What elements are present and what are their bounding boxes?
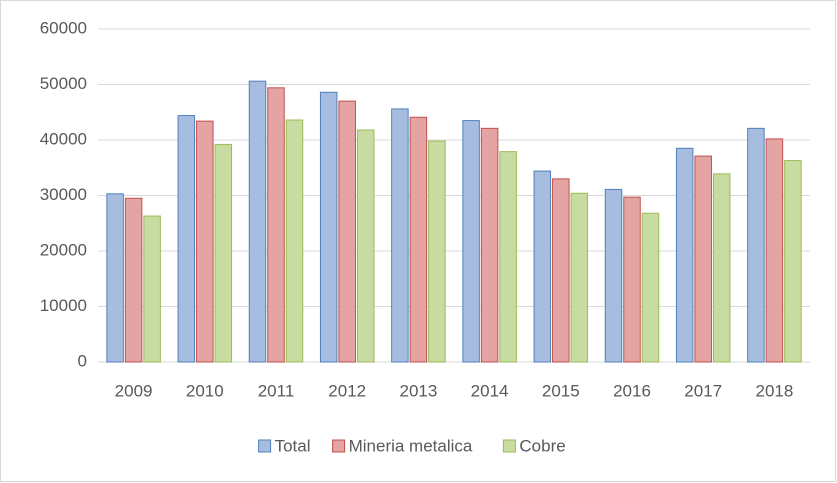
bar bbox=[143, 215, 161, 363]
bar bbox=[106, 193, 124, 363]
bar bbox=[499, 151, 517, 363]
bar bbox=[784, 160, 802, 363]
y-tick-label: 10000 bbox=[40, 296, 87, 315]
bar bbox=[533, 170, 552, 363]
y-tick-label: 60000 bbox=[40, 18, 87, 37]
y-tick-label: 40000 bbox=[40, 129, 87, 148]
x-tick-label: 2018 bbox=[755, 381, 793, 400]
bar bbox=[177, 115, 196, 363]
bar bbox=[248, 80, 267, 363]
bar bbox=[356, 129, 375, 363]
bar bbox=[765, 138, 784, 363]
legend-label: Total bbox=[275, 436, 311, 455]
bar bbox=[338, 100, 356, 363]
y-tick-label: 20000 bbox=[40, 240, 87, 259]
x-tick-label: 2011 bbox=[258, 381, 295, 400]
x-tick-label: 2009 bbox=[115, 381, 153, 400]
x-tick-label: 2012 bbox=[328, 381, 366, 400]
bar bbox=[604, 188, 623, 363]
bar bbox=[747, 127, 765, 363]
legend-swatch bbox=[502, 439, 516, 453]
bar bbox=[428, 140, 446, 363]
bar bbox=[675, 147, 694, 363]
bar bbox=[285, 119, 304, 363]
x-tick-label: 2015 bbox=[542, 381, 580, 400]
bar bbox=[480, 127, 499, 363]
legend-label: Mineria metalica bbox=[349, 436, 473, 455]
x-tick-label: 2010 bbox=[186, 381, 224, 400]
bar bbox=[552, 178, 570, 363]
bar bbox=[196, 120, 214, 363]
x-tick-label: 2014 bbox=[471, 381, 509, 400]
bar bbox=[391, 108, 409, 363]
legend-swatch bbox=[258, 439, 272, 453]
bar bbox=[267, 87, 285, 363]
bar bbox=[712, 173, 731, 363]
bar bbox=[124, 197, 143, 363]
x-tick-label: 2016 bbox=[613, 381, 651, 400]
bar bbox=[694, 155, 712, 363]
y-tick-label: 30000 bbox=[40, 185, 87, 204]
legend-label: Cobre bbox=[519, 436, 565, 455]
bar bbox=[409, 116, 428, 363]
bar bbox=[319, 91, 338, 363]
bar bbox=[570, 192, 589, 363]
bar bbox=[462, 120, 480, 363]
y-tick-label: 0 bbox=[78, 351, 87, 370]
y-tick-label: 50000 bbox=[40, 74, 87, 93]
bar bbox=[623, 196, 641, 363]
x-tick-label: 2013 bbox=[399, 381, 437, 400]
x-tick-label: 2017 bbox=[684, 381, 722, 400]
bar bbox=[641, 212, 660, 363]
bar bbox=[214, 143, 233, 363]
legend-swatch bbox=[332, 439, 346, 453]
